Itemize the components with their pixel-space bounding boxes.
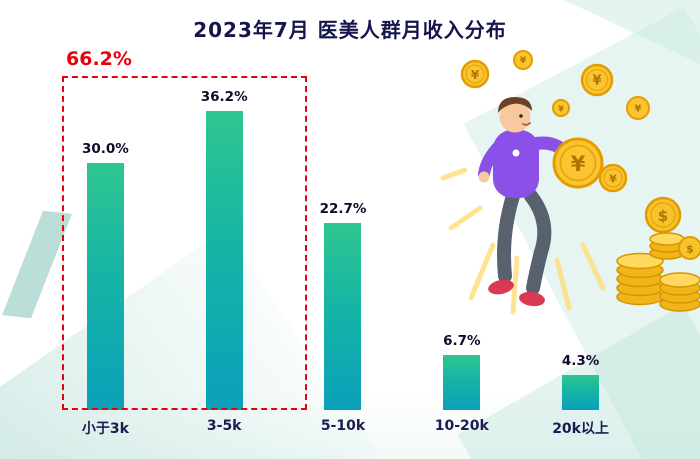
chart-title: 2023年7月 医美人群月收入分布 xyxy=(193,18,507,42)
dollar-coin-icon: $ xyxy=(644,196,682,234)
x-axis-labels: 小于3k 3-5k 5-10k 10-20k 20k以上 xyxy=(46,418,640,438)
x-axis-label: 10-20k xyxy=(434,418,489,434)
bar xyxy=(562,374,600,410)
bar-value-label: 30.0% xyxy=(81,140,129,157)
annotation-percentage: 66.2% xyxy=(66,48,132,70)
bar-group: 4.3% xyxy=(521,80,640,410)
bar-group: 36.2% xyxy=(165,80,284,410)
svg-text:$: $ xyxy=(658,207,668,225)
x-axis-label: 20k以上 xyxy=(552,421,609,437)
bar-value-label: 4.3% xyxy=(561,352,600,369)
bar-group: 6.7% xyxy=(402,80,521,410)
svg-text:$: $ xyxy=(686,243,694,256)
bar xyxy=(324,222,362,410)
svg-text:¥: ¥ xyxy=(520,56,527,66)
bar-value-label: 22.7% xyxy=(319,200,367,217)
bar-group: 30.0% xyxy=(46,80,165,410)
x-axis-label: 3-5k xyxy=(206,418,242,434)
bar xyxy=(205,111,243,410)
x-axis-label: 小于3k xyxy=(81,421,129,437)
bar xyxy=(86,162,124,410)
x-axis-label: 5-10k xyxy=(320,418,366,434)
plot-area: 30.0% 36.2% 22.7% 6.7% 4.3% xyxy=(46,80,640,410)
yen-coin-icon: ¥ xyxy=(513,50,533,70)
bar-group: 22.7% xyxy=(284,80,403,410)
bar-value-label: 36.2% xyxy=(200,89,248,106)
bar xyxy=(443,354,481,410)
bar-value-label: 6.7% xyxy=(443,332,481,349)
dollar-coin-icon: $ xyxy=(678,236,700,260)
